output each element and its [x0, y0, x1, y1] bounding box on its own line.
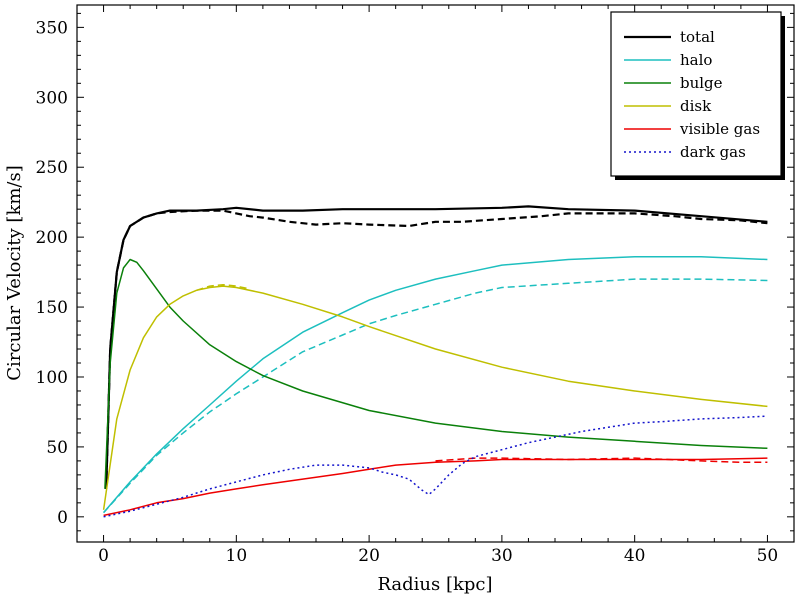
plot-frame	[76, 4, 795, 543]
legend-label-4: bulge	[680, 74, 723, 92]
series-line-9	[103, 415, 768, 518]
y-tick-label: 250	[36, 158, 68, 178]
x-tick-label: 40	[624, 546, 646, 566]
x-axis-title: Radius [kpc]	[377, 574, 492, 595]
tick-layer: 0 10 20 30 40 50 0 50 100 150 200 250 300 350	[36, 5, 795, 566]
legend-entries: total halo bulge disk visible gas dark gas	[624, 28, 760, 161]
x-tick-label: 50	[757, 546, 779, 566]
y-tick-label: 200	[36, 228, 68, 248]
x-tick-label: 30	[491, 546, 513, 566]
y-axis-title: Circular Velocity [km/s]	[4, 165, 25, 381]
series-layer	[102, 205, 768, 518]
legend-label-7: visible gas	[679, 120, 760, 138]
series-line-8	[435, 457, 768, 464]
y-tick-label: 50	[46, 438, 68, 458]
y-tick-label: 150	[36, 298, 68, 318]
series-line-6	[196, 283, 250, 292]
series-line-3	[103, 278, 768, 514]
legend: total halo bulge disk visible gas dark gas	[610, 11, 785, 180]
y-tick-label: 100	[36, 368, 68, 388]
series-line-5	[102, 285, 768, 510]
legend-label-2: halo	[680, 51, 712, 69]
legend-label-0: total	[680, 28, 715, 46]
series-line-1	[105, 209, 768, 489]
y-tick-label: 0	[57, 508, 68, 528]
series-line-2	[103, 255, 768, 514]
x-tick-label: 0	[98, 546, 109, 566]
series-line-4	[104, 258, 768, 489]
legend-label-5: disk	[680, 97, 712, 115]
legend-box	[610, 11, 782, 177]
legend-label-9: dark gas	[680, 143, 746, 161]
x-tick-label: 10	[226, 546, 248, 566]
y-tick-label: 300	[36, 88, 68, 108]
y-tick-label: 350	[36, 18, 68, 38]
x-tick-label: 20	[358, 546, 380, 566]
